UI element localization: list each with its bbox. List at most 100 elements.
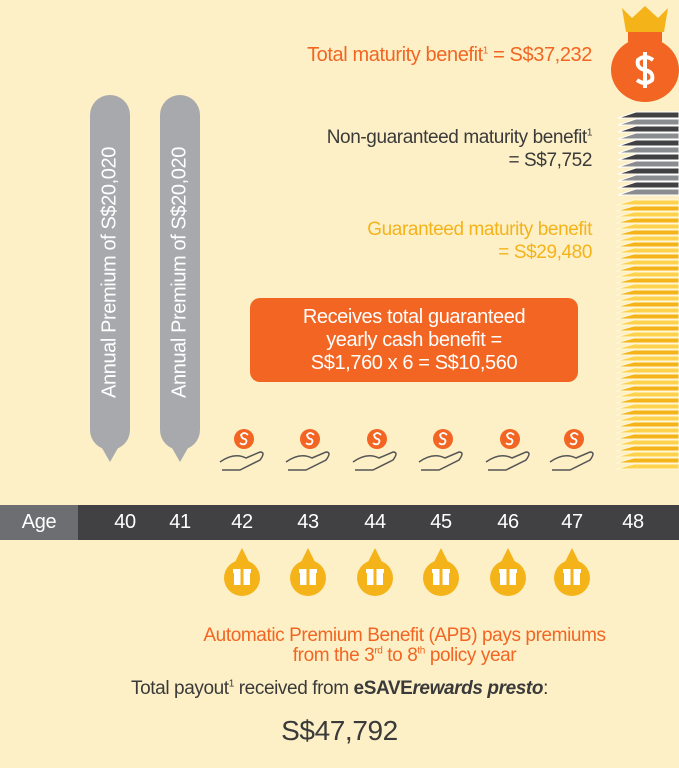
age: 43 (283, 511, 333, 534)
note-gold (616, 302, 679, 307)
hand (550, 452, 593, 470)
gift-ribbon (440, 569, 443, 585)
hand (286, 452, 329, 470)
gift-icons (224, 548, 590, 596)
gift-pointer (565, 548, 579, 562)
note-gold (616, 368, 679, 373)
note-dark (618, 133, 679, 139)
text: policy year (425, 645, 516, 666)
note-dark (618, 147, 679, 153)
note-gold (616, 434, 679, 439)
colon: : (543, 678, 548, 699)
note-dark (618, 140, 679, 146)
value: = S$7,752 (508, 150, 592, 171)
note-dark (618, 112, 679, 118)
value: = S$37,232 (488, 44, 592, 66)
age: 48 (608, 511, 658, 534)
label: Guaranteed maturity benefit (367, 219, 592, 240)
note-gold (616, 332, 679, 337)
gift-pointer (235, 548, 249, 562)
line: Receives total guaranteed (250, 306, 578, 329)
guaranteed: Guaranteed maturity benefit= S$29,480 (367, 218, 592, 264)
gift-ribbon (241, 569, 244, 585)
hand (419, 452, 462, 470)
note-gold (616, 404, 679, 409)
note-gold (616, 452, 679, 457)
note-gold (616, 260, 679, 265)
payout-line: Total payout1 received from eSAVErewards… (0, 677, 679, 700)
gift-ribbon (507, 569, 510, 585)
note-gold (616, 236, 679, 241)
line: from the 3rd to 8th policy year (130, 646, 679, 666)
note-dark (618, 154, 679, 160)
note-gold (616, 440, 679, 445)
note-gold (616, 254, 679, 259)
hand-icons (220, 429, 593, 470)
note-dark (618, 182, 679, 188)
note-gold (616, 290, 679, 295)
line: yearly cash benefit = (250, 329, 578, 352)
gift-ribbon (307, 569, 310, 585)
gift-pointer (301, 548, 315, 562)
age: 40 (100, 511, 150, 534)
note-gold (616, 350, 679, 355)
age: 45 (416, 511, 466, 534)
sup: th (417, 646, 425, 657)
note-gold (616, 272, 679, 277)
premium-label: Annual Premium of S$20,020 (99, 95, 122, 451)
money-bag (611, 6, 679, 102)
label: Total maturity benefit (307, 44, 483, 66)
non-guaranteed: Non-guaranteed maturity benefit1= S$7,75… (327, 126, 592, 172)
apb-note: Automatic Premium Benefit (APB) pays pre… (130, 626, 679, 666)
note-gold (616, 458, 679, 463)
note-gold (616, 266, 679, 271)
age: 42 (217, 511, 267, 534)
note-gold (616, 392, 679, 397)
infographic: Total maturity benefit1 = S$37,232 Non-g… (0, 0, 679, 768)
note-gold (616, 422, 679, 427)
note-dark (618, 161, 679, 167)
note-gold (616, 200, 679, 205)
note-gold (616, 344, 679, 349)
age: 44 (350, 511, 400, 534)
note-gold (616, 314, 679, 319)
note-gold (616, 386, 679, 391)
premium-label: Annual Premium of S$20,020 (169, 95, 192, 451)
age: 46 (483, 511, 533, 534)
note-gold (616, 242, 679, 247)
note-dark (618, 119, 679, 125)
cash-benefit: Receives total guaranteed yearly cash be… (250, 306, 578, 375)
gift-pointer (434, 548, 448, 562)
payout-amount: S$47,792 (0, 714, 679, 748)
hand (220, 452, 263, 470)
note-gold (616, 308, 679, 313)
age-label: Age (0, 511, 78, 534)
note-gold (616, 464, 679, 469)
age: 41 (155, 511, 205, 534)
hand (486, 452, 529, 470)
note-gold (616, 380, 679, 385)
note-gold (616, 212, 679, 217)
text: received from (234, 678, 354, 699)
note-dark (618, 126, 679, 132)
note-gold (616, 416, 679, 421)
label: Total payout (131, 678, 229, 699)
product: rewards presto (412, 678, 543, 699)
gift-ribbon (571, 569, 574, 585)
note-gold (616, 398, 679, 403)
note-gold (616, 296, 679, 301)
note-gold (616, 428, 679, 433)
note-gold (616, 278, 679, 283)
gift-pointer (501, 548, 515, 562)
note-gold (616, 224, 679, 229)
gift-pointer (368, 548, 382, 562)
total-maturity: Total maturity benefit1 = S$37,232 (307, 44, 592, 67)
value: = S$29,480 (498, 242, 592, 263)
text: from the 3 (293, 645, 375, 666)
note-dark (618, 175, 679, 181)
cash-stacks (616, 112, 679, 469)
note-gold (616, 362, 679, 367)
label: Non-guaranteed maturity benefit (327, 127, 587, 148)
note-gold (616, 218, 679, 223)
hand (353, 452, 396, 470)
